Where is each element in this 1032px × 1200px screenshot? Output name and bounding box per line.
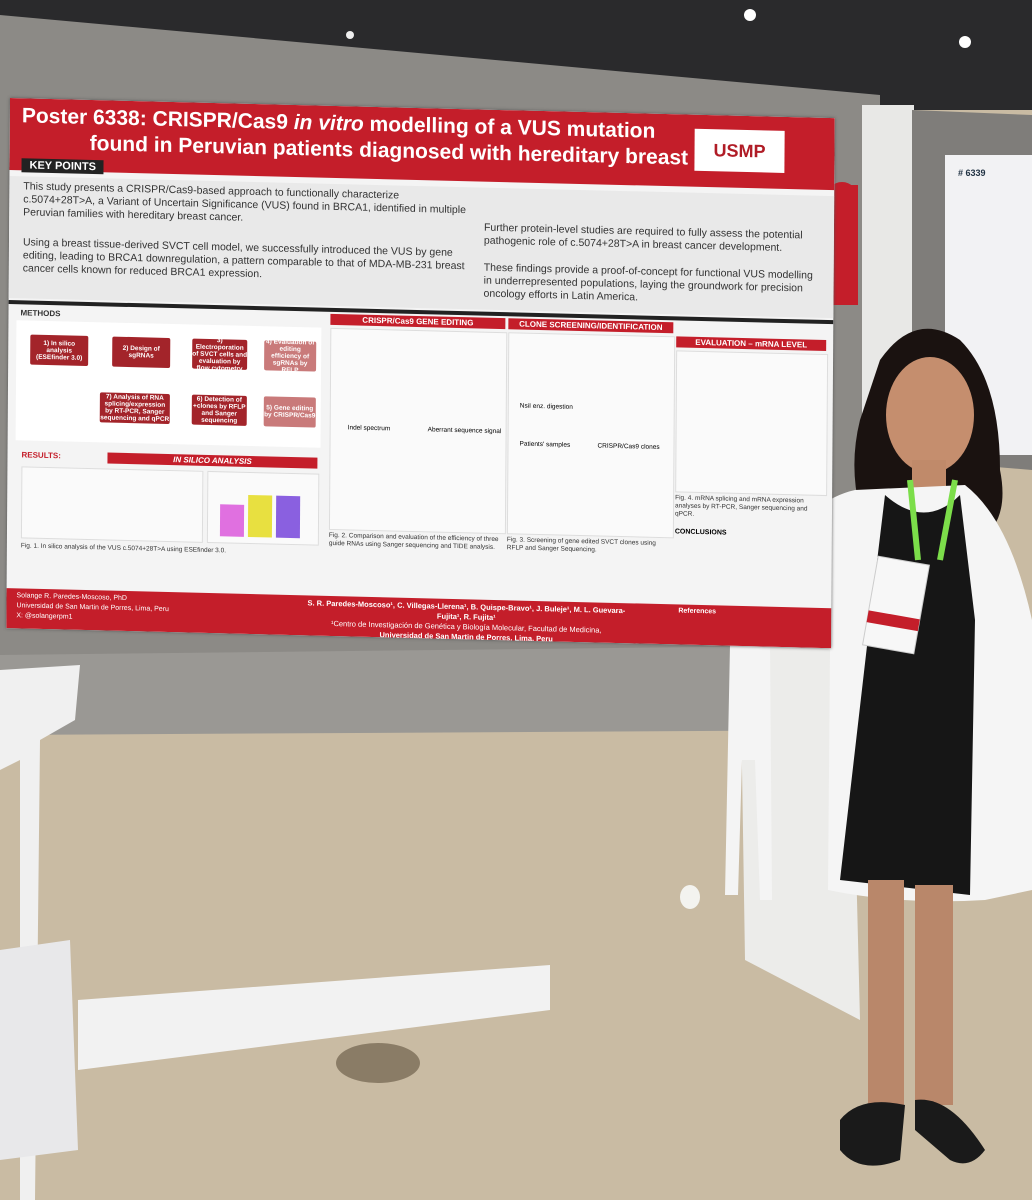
caption: Fig. 1. In silico analysis of the VUS c.… bbox=[20, 542, 227, 555]
figure-label: Indel spectrum bbox=[347, 424, 391, 433]
bar-graphic bbox=[247, 494, 273, 538]
figure bbox=[675, 350, 829, 497]
logo: USMP bbox=[694, 128, 785, 173]
ceiling-light bbox=[744, 9, 756, 21]
leg bbox=[915, 885, 953, 1105]
figure bbox=[506, 332, 676, 539]
shoe bbox=[840, 1102, 905, 1166]
bag bbox=[0, 940, 78, 1160]
carpet bbox=[0, 645, 880, 735]
lanyard bbox=[907, 479, 958, 561]
title-text: modelling of a VUS mutation bbox=[369, 112, 656, 143]
figure bbox=[20, 466, 204, 543]
bar-graphic bbox=[219, 504, 245, 537]
caption: Fig. 3. Screening of gene edited SVCT cl… bbox=[506, 536, 656, 554]
caption: Fig. 4. mRNA splicing and mRNA expressio… bbox=[674, 494, 808, 518]
figure bbox=[206, 470, 320, 546]
section-heading: CONCLUSIONS bbox=[674, 528, 727, 537]
cup bbox=[680, 885, 700, 909]
section-heading: IN SILICO ANALYSIS bbox=[107, 452, 318, 469]
chair bbox=[725, 640, 772, 900]
figure-label: CRISPR/Cas9 clones bbox=[597, 442, 660, 451]
method-step: 7) Analysis of RNA splicing/expression b… bbox=[99, 392, 170, 424]
badge-band bbox=[866, 610, 920, 632]
poster: Poster 6338: CRISPR/Cas9 in vitro modell… bbox=[6, 98, 835, 649]
method-step: 6) Detection of +clones by RFLP and Sang… bbox=[191, 394, 247, 426]
figure-label: NsiI enz. digestion bbox=[519, 402, 573, 411]
shoe bbox=[915, 1099, 985, 1164]
method-step: 1) In silico analysis (ESEfinder 3.0) bbox=[30, 334, 89, 366]
section-heading: METHODS bbox=[20, 308, 61, 319]
floor-drain bbox=[336, 1043, 420, 1083]
floor-bar bbox=[78, 965, 550, 1070]
face bbox=[886, 357, 974, 473]
references-heading: References bbox=[678, 607, 717, 616]
ceiling-light bbox=[959, 36, 971, 48]
leg bbox=[868, 880, 904, 1110]
ceiling-light bbox=[346, 31, 354, 39]
title-text: Poster 6338: CRISPR/Cas9 bbox=[21, 104, 289, 134]
key-points-heading: KEY POINTS bbox=[21, 158, 104, 175]
method-step: 3) Electroporation of SVCT cells and eva… bbox=[192, 336, 248, 373]
section-heading: CRISPR/Cas9 GENE EDITING bbox=[330, 313, 506, 330]
method-step: 4) Evaluation of editing efficiency of s… bbox=[264, 337, 317, 374]
section-heading: RESULTS: bbox=[21, 450, 61, 461]
caption: Fig. 2. Comparison and evaluation of the… bbox=[328, 531, 499, 551]
neighbor-number: # 6339 bbox=[958, 168, 986, 178]
footer-left: Solange R. Paredes-Moscoso, PhD Universi… bbox=[16, 591, 169, 625]
section-heading: EVALUATION – mRNA LEVEL bbox=[676, 336, 827, 352]
section-heading: CLONE SCREENING/IDENTIFICATION bbox=[508, 318, 674, 334]
method-step: 2) Design of sgRNAs bbox=[112, 336, 171, 368]
bar-graphic bbox=[275, 495, 301, 539]
title-italic: in vitro bbox=[293, 110, 364, 136]
figure-label: Patients' samples bbox=[519, 440, 571, 449]
key-point: These findings provide a proof-of-concep… bbox=[483, 261, 813, 304]
method-step: 5) Gene editing by CRISPR/Cas9 bbox=[263, 396, 316, 428]
